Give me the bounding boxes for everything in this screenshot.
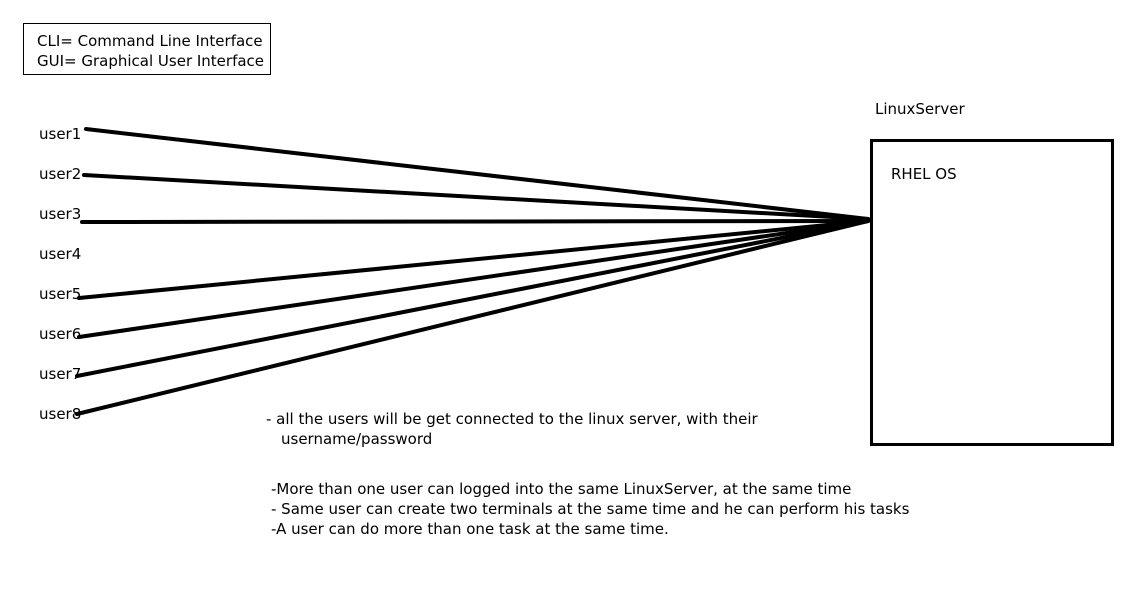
- connection-user7: [75, 219, 870, 378]
- connection-user1: [84, 127, 870, 221]
- user-label-1: user1: [39, 125, 82, 143]
- user-label-5: user5: [39, 285, 82, 303]
- note-connection-line2: username/password: [281, 430, 433, 448]
- user-label-4: user4: [39, 245, 82, 263]
- note-multi-task: -A user can do more than one task at the…: [271, 520, 669, 538]
- user-label-3: user3: [39, 205, 82, 223]
- connection-user2: [82, 173, 870, 221]
- legend-cli: CLI= Command Line Interface: [37, 32, 263, 50]
- legend-box: CLI= Command Line Interface GUI= Graphic…: [23, 23, 271, 75]
- note-connection-line1: - all the users will be get connected to…: [266, 410, 758, 428]
- connection-user3: [80, 219, 870, 224]
- connection-user6: [77, 219, 870, 339]
- user-label-7: user7: [39, 365, 82, 383]
- server-title: LinuxServer: [875, 100, 965, 118]
- note-multi-terminal: - Same user can create two terminals at …: [271, 500, 910, 518]
- server-box: RHEL OS: [870, 139, 1114, 446]
- connection-user8: [75, 219, 870, 416]
- legend-gui: GUI= Graphical User Interface: [37, 52, 265, 70]
- user-label-8: user8: [39, 405, 82, 423]
- connection-user5: [77, 219, 870, 300]
- note-multi-user: -More than one user can logged into the …: [271, 480, 852, 498]
- user-label-6: user6: [39, 325, 82, 343]
- os-label: RHEL OS: [891, 165, 957, 183]
- user-label-2: user2: [39, 165, 82, 183]
